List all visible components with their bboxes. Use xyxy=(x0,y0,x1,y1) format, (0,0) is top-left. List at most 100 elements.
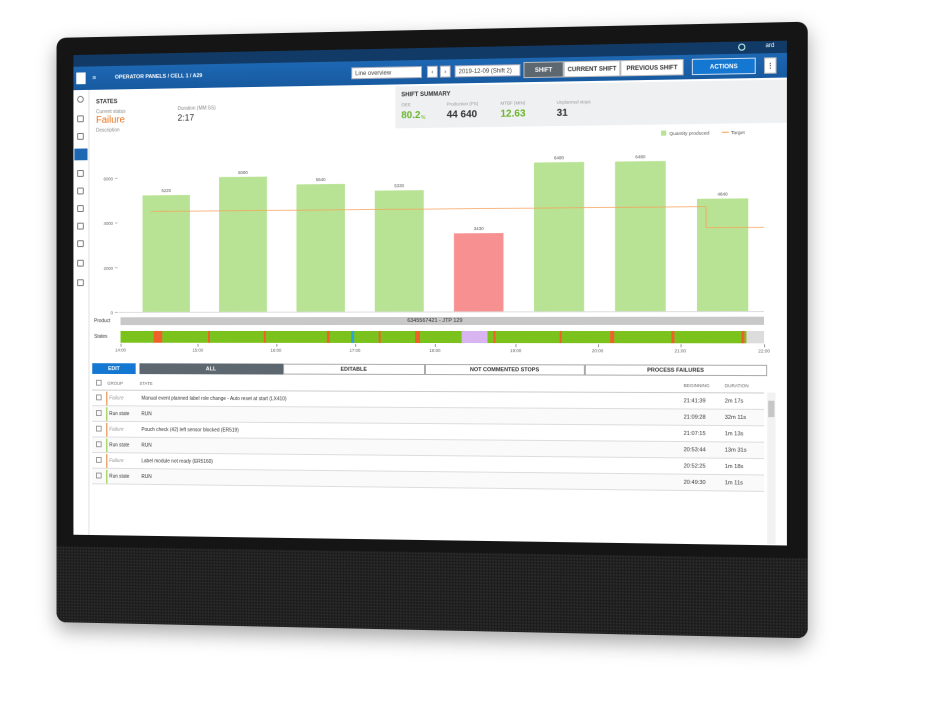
states-title: STATES xyxy=(95,99,118,106)
time-tick-label: 14:00 xyxy=(115,347,126,353)
nav-icon[interactable] xyxy=(77,240,84,248)
beginning-cell: 21:07:15 xyxy=(683,430,706,438)
status-value: Failure xyxy=(95,114,125,126)
time-tick-label: 20:00 xyxy=(591,348,604,354)
view-select[interactable]: Line overview xyxy=(351,66,422,80)
bar xyxy=(142,194,190,313)
duration-cell: 1m 11s xyxy=(724,480,743,487)
edit-button[interactable]: EDIT xyxy=(92,363,136,375)
shift-tab[interactable]: SHIFT xyxy=(523,61,564,79)
column-header: GROUP xyxy=(107,380,123,386)
legend-swatch xyxy=(661,130,667,136)
monitor: ard ≡ OPERATOR PANELS / CELL 1 / A29 Lin… xyxy=(56,21,808,639)
sidebar xyxy=(73,89,90,535)
prev-button[interactable]: ‹ xyxy=(426,65,438,78)
time-tick xyxy=(354,343,356,347)
nav-icon[interactable] xyxy=(77,115,84,123)
nav-icon[interactable] xyxy=(77,169,84,177)
user-name[interactable]: ard xyxy=(765,42,775,50)
nav-icon-active[interactable] xyxy=(74,148,88,161)
filter-tab[interactable]: EDITABLE xyxy=(283,363,425,376)
time-tick-label: 16:00 xyxy=(270,347,282,353)
speaker-bar xyxy=(56,546,808,639)
x-axis xyxy=(119,312,764,313)
filter-tab[interactable]: NOT COMMENTED STOPS xyxy=(424,364,585,376)
value-label: 5640 xyxy=(316,177,326,182)
date-field[interactable]: 2019-12-09 (Shift 2) xyxy=(454,64,521,78)
scroll-thumb[interactable] xyxy=(768,400,775,418)
time-tick xyxy=(434,344,436,348)
time-tick-label: 15:00 xyxy=(192,347,204,353)
previous-shift-tab[interactable]: PREVIOUS SHIFT xyxy=(620,58,684,77)
legend-label: Target xyxy=(731,130,745,135)
bar xyxy=(615,160,666,312)
state-segment xyxy=(741,331,745,344)
beginning-cell: 20:52:25 xyxy=(683,463,706,470)
time-tick xyxy=(597,344,599,348)
group-cell: Run state xyxy=(109,473,130,480)
menu-icon[interactable]: ≡ xyxy=(92,75,97,83)
row-checkbox[interactable] xyxy=(95,441,102,448)
kpi-value: 12.63 xyxy=(500,108,526,120)
state-cell: RUN xyxy=(141,411,152,418)
app-logo[interactable] xyxy=(76,72,86,85)
row-checkbox[interactable] xyxy=(95,410,102,416)
time-axis: 14:00 15:00 16:00 17:00 18:00 19:00 20:00 21:00… xyxy=(115,343,770,357)
group-marker xyxy=(106,438,108,453)
nav-icon[interactable] xyxy=(77,205,84,213)
value-label: 4840 xyxy=(717,191,728,196)
target-line xyxy=(463,208,543,209)
filter-tab[interactable]: ALL xyxy=(139,363,284,375)
kpi-label: OEE xyxy=(401,102,411,108)
state-segment xyxy=(559,331,562,344)
more-button[interactable]: ⋮ xyxy=(764,57,777,74)
value-label: 5220 xyxy=(161,188,171,193)
kpi-label: MTBF (MIN) xyxy=(500,100,526,106)
state-cell: Pouch check (42) left sensor blocked (ER… xyxy=(141,426,239,434)
time-tick xyxy=(764,344,766,348)
state-cell: RUN xyxy=(141,474,152,481)
y-tick-label: 6000 xyxy=(104,176,114,181)
product-label: Product xyxy=(94,318,111,325)
scrollbar[interactable] xyxy=(767,392,776,545)
column-header: DURATION xyxy=(724,383,749,389)
filter-tab[interactable]: PROCESS FAILURES xyxy=(584,364,768,377)
time-tick-label: 19:00 xyxy=(510,348,522,354)
actions-button[interactable]: ACTIONS xyxy=(691,57,756,76)
product-bar: 6345567421 - JTP 129 xyxy=(120,316,765,326)
kpi-value: 80.2 xyxy=(401,110,421,122)
summary-title: SHIFT SUMMARY xyxy=(401,91,451,99)
states-label: States xyxy=(94,333,108,340)
y-tick-label: 2000 xyxy=(104,266,114,271)
nav-icon[interactable] xyxy=(77,222,84,230)
current-shift-tab[interactable]: CURRENT SHIFT xyxy=(563,60,621,78)
nav-icon[interactable] xyxy=(77,132,84,140)
state-segment xyxy=(461,331,488,344)
state-segment xyxy=(263,330,266,343)
row-checkbox[interactable] xyxy=(95,456,102,463)
state-segment xyxy=(493,331,496,344)
group-marker xyxy=(106,454,108,468)
settings-icon[interactable] xyxy=(738,43,746,51)
beginning-cell: 21:41:39 xyxy=(683,398,706,405)
kpi-label: Production (PS) xyxy=(446,101,479,107)
nav-icon[interactable] xyxy=(77,279,84,287)
beginning-cell: 20:53:44 xyxy=(683,447,706,454)
search-icon[interactable] xyxy=(77,95,84,103)
state-segment xyxy=(610,331,615,344)
nav-icon[interactable] xyxy=(77,259,84,267)
nav-icon[interactable] xyxy=(77,187,84,195)
kpi-value: 31 xyxy=(556,107,568,119)
select-all-checkbox[interactable] xyxy=(95,379,102,386)
row-checkbox[interactable] xyxy=(95,472,102,479)
row-checkbox[interactable] xyxy=(95,425,102,432)
group-marker xyxy=(106,469,108,484)
state-cell: RUN xyxy=(141,442,152,449)
group-marker xyxy=(106,391,108,406)
duration-cell: 32m 11s xyxy=(724,414,747,422)
row-checkbox[interactable] xyxy=(95,394,102,401)
legend-label: Quantity produced xyxy=(669,130,709,136)
next-button[interactable]: › xyxy=(439,65,451,78)
group-cell: Failure xyxy=(109,395,124,402)
state-cell: Manual event planned label role change -… xyxy=(141,395,287,403)
